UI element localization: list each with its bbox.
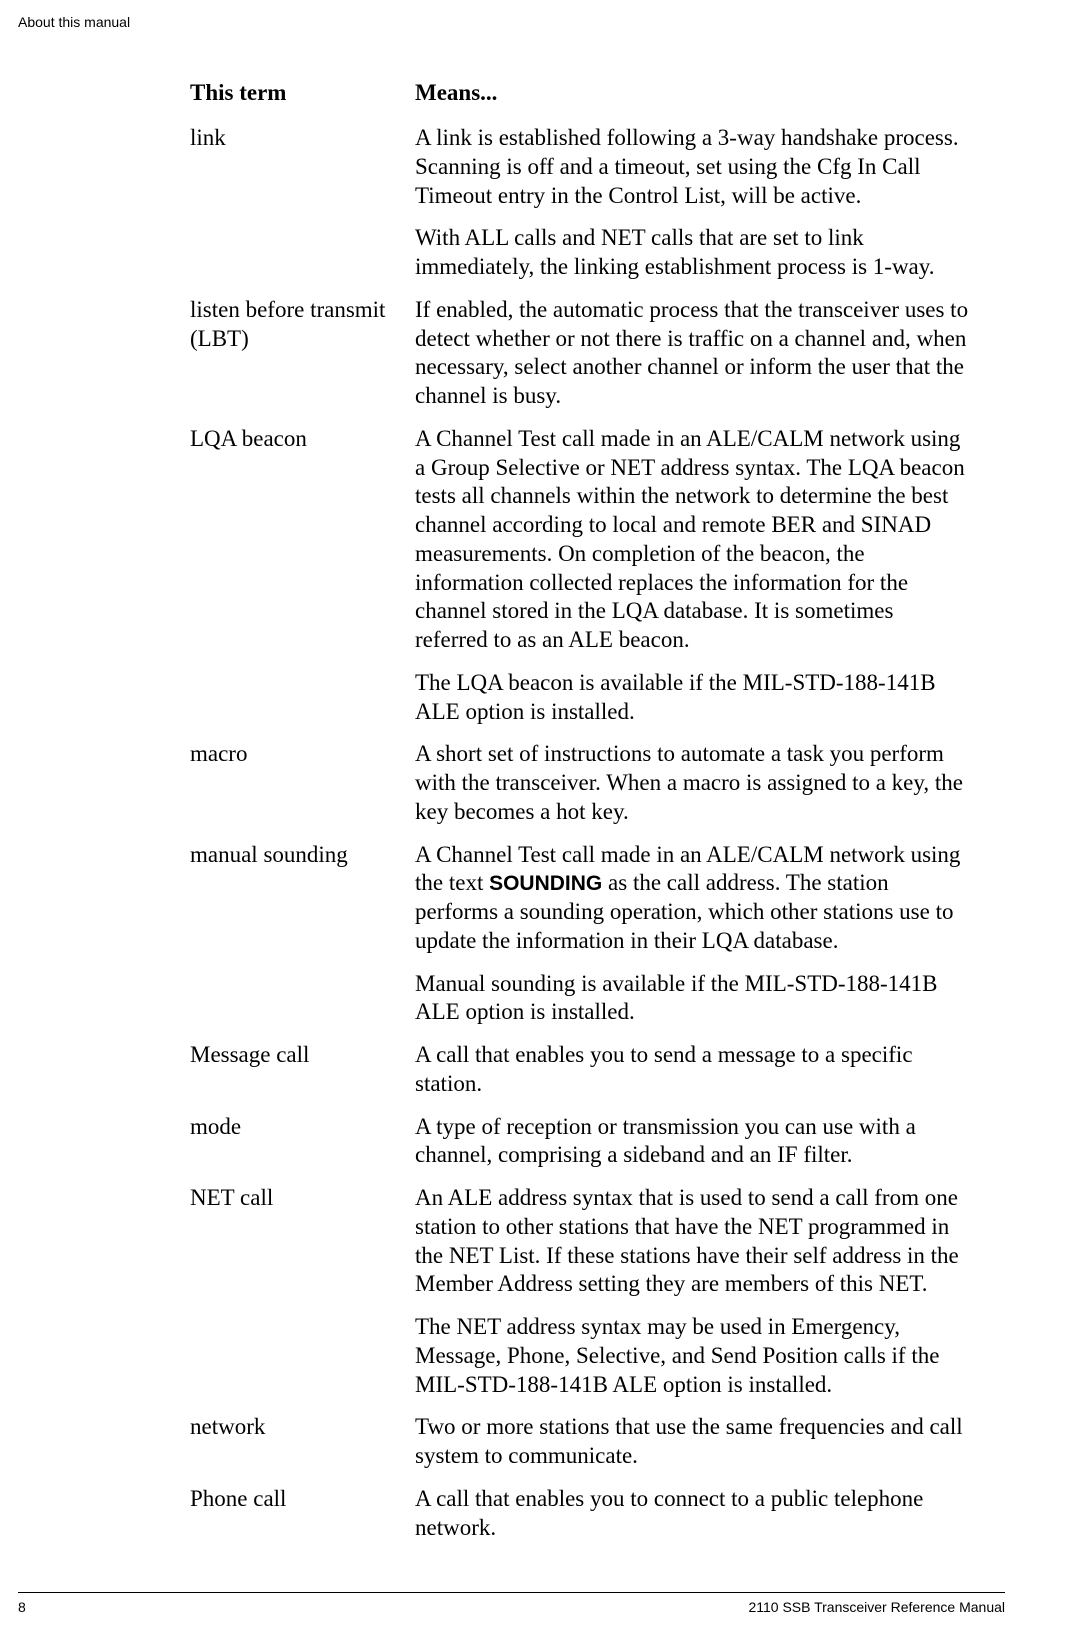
glossary-table: This term Means... linkA link is establi… [190, 80, 970, 1556]
definition-cell: A type of reception or transmission you … [415, 1113, 970, 1185]
term-cell: NET call [190, 1184, 415, 1413]
definition-cell: A call that enables you to connect to a … [415, 1485, 970, 1557]
definition-paragraph: A call that enables you to send a messag… [415, 1041, 970, 1099]
table-row: Phone callA call that enables you to con… [190, 1485, 970, 1557]
term-cell: Phone call [190, 1485, 415, 1557]
bold-text: SOUNDING [489, 872, 602, 895]
term-cell: macro [190, 740, 415, 840]
table-row: Message callA call that enables you to s… [190, 1041, 970, 1113]
definition-cell: If enabled, the automatic process that t… [415, 296, 970, 425]
header-term: This term [190, 80, 415, 124]
table-row: listen before transmit (LBT)If enabled, … [190, 296, 970, 425]
definition-cell: A link is established following a 3-way … [415, 124, 970, 296]
term-cell: network [190, 1413, 415, 1485]
page-header: About this manual [18, 14, 130, 30]
table-row: linkA link is established following a 3-… [190, 124, 970, 296]
definition-cell: An ALE address syntax that is used to se… [415, 1184, 970, 1413]
page-number: 8 [18, 1599, 26, 1615]
definition-cell: A Channel Test call made in an ALE/CALM … [415, 425, 970, 741]
term-cell: mode [190, 1113, 415, 1185]
definition-cell: A short set of instructions to automate … [415, 740, 970, 840]
table-row: modeA type of reception or transmission … [190, 1113, 970, 1185]
glossary-body: linkA link is established following a 3-… [190, 124, 970, 1556]
header-means: Means... [415, 80, 970, 124]
definition-cell: A call that enables you to send a messag… [415, 1041, 970, 1113]
table-row: LQA beaconA Channel Test call made in an… [190, 425, 970, 741]
definition-paragraph: The NET address syntax may be used in Em… [415, 1313, 970, 1399]
page-content: This term Means... linkA link is establi… [190, 80, 970, 1556]
definition-paragraph: Manual sounding is available if the MIL-… [415, 970, 970, 1028]
definition-paragraph: With ALL calls and NET calls that are se… [415, 224, 970, 282]
definition-paragraph: If enabled, the automatic process that t… [415, 296, 970, 411]
table-row: networkTwo or more stations that use the… [190, 1413, 970, 1485]
definition-paragraph: The LQA beacon is available if the MIL-S… [415, 669, 970, 727]
definition-paragraph: A Channel Test call made in an ALE/CALM … [415, 425, 970, 655]
term-cell: listen before transmit (LBT) [190, 296, 415, 425]
definition-paragraph: A short set of instructions to automate … [415, 740, 970, 826]
section-title: About this manual [18, 14, 130, 30]
page-footer: 8 2110 SSB Transceiver Reference Manual [18, 1592, 1005, 1615]
definition-cell: A Channel Test call made in an ALE/CALM … [415, 841, 970, 1042]
definition-paragraph: A type of reception or transmission you … [415, 1113, 970, 1171]
term-cell: manual sounding [190, 841, 415, 1042]
definition-paragraph: An ALE address syntax that is used to se… [415, 1184, 970, 1299]
definition-paragraph: A link is established following a 3-way … [415, 124, 970, 210]
table-row: NET callAn ALE address syntax that is us… [190, 1184, 970, 1413]
term-cell: link [190, 124, 415, 296]
manual-title: 2110 SSB Transceiver Reference Manual [748, 1599, 1005, 1615]
term-cell: LQA beacon [190, 425, 415, 741]
definition-paragraph: A Channel Test call made in an ALE/CALM … [415, 841, 970, 956]
table-row: macroA short set of instructions to auto… [190, 740, 970, 840]
definition-paragraph: Two or more stations that use the same f… [415, 1413, 970, 1471]
definition-cell: Two or more stations that use the same f… [415, 1413, 970, 1485]
term-cell: Message call [190, 1041, 415, 1113]
definition-paragraph: A call that enables you to connect to a … [415, 1485, 970, 1543]
table-row: manual soundingA Channel Test call made … [190, 841, 970, 1042]
